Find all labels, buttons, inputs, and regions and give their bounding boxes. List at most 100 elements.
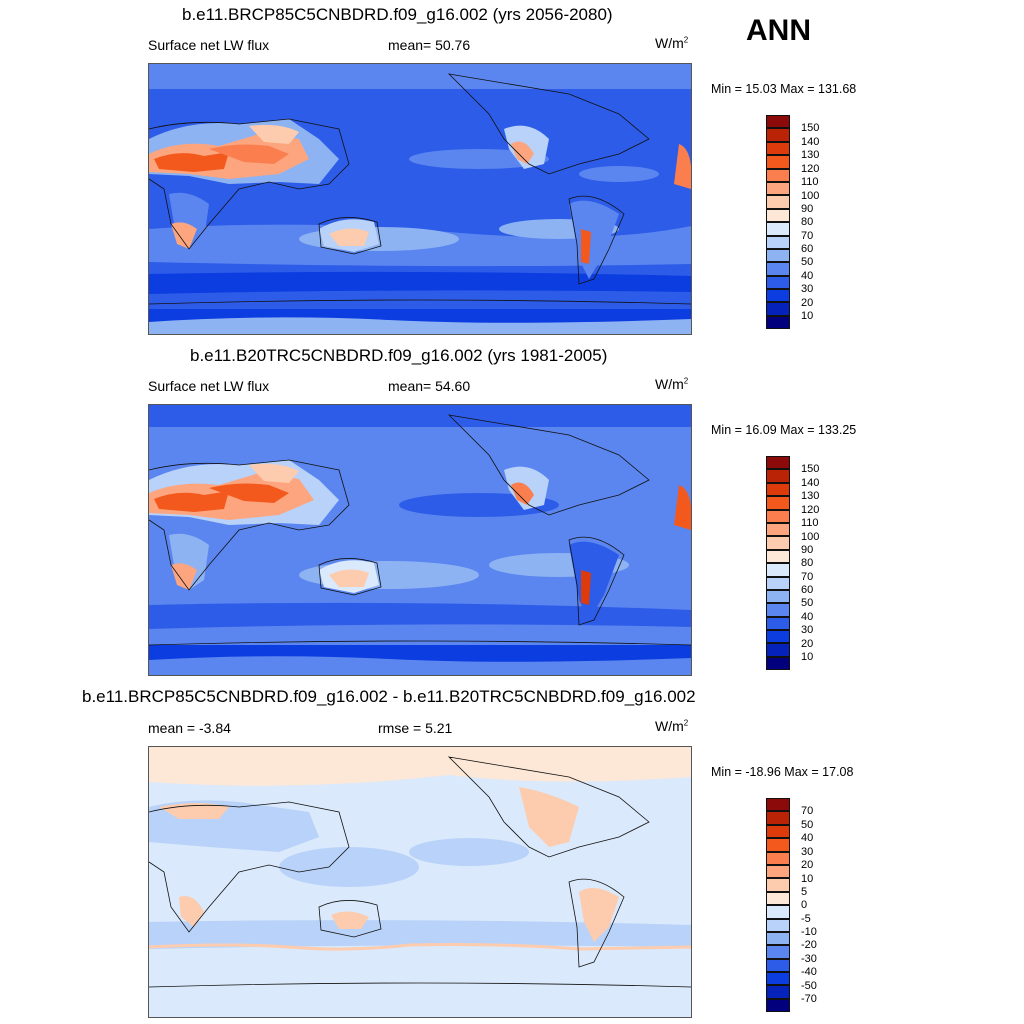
colorbar-label: 20 bbox=[801, 859, 814, 871]
colorbar-label: 30 bbox=[801, 283, 814, 295]
colorbar-swatch bbox=[766, 891, 790, 906]
colorbar-swatch bbox=[766, 603, 790, 617]
panel-3-rmse: rmse = 5.21 bbox=[378, 720, 453, 736]
colorbar-swatch bbox=[766, 630, 790, 644]
colorbar-label: 150 bbox=[801, 122, 820, 134]
colorbar-label: 50 bbox=[801, 819, 814, 831]
colorbar-swatch bbox=[766, 536, 790, 550]
colorbar-swatch bbox=[766, 985, 790, 999]
colorbar-label: 40 bbox=[801, 611, 814, 623]
colorbar-label: 20 bbox=[801, 638, 814, 650]
colorbar-swatch bbox=[766, 482, 790, 497]
colorbar-swatch bbox=[766, 248, 790, 263]
panel-3-map bbox=[148, 746, 692, 1018]
colorbar-label: 130 bbox=[801, 490, 820, 502]
colorbar-label: 80 bbox=[801, 216, 814, 228]
colorbar-label: 20 bbox=[801, 297, 814, 309]
colorbar-label: 90 bbox=[801, 544, 814, 556]
panel-1-units: W/m2 bbox=[655, 35, 689, 51]
colorbar-swatch bbox=[766, 811, 790, 825]
colorbar-label: -10 bbox=[801, 926, 817, 938]
colorbar-label: -20 bbox=[801, 939, 817, 951]
colorbar-swatch bbox=[766, 851, 790, 865]
colorbar-label: 10 bbox=[801, 873, 814, 885]
colorbar-label: 50 bbox=[801, 256, 814, 268]
colorbar-swatch bbox=[766, 616, 790, 631]
colorbar-label: 60 bbox=[801, 243, 814, 255]
colorbar-swatch bbox=[766, 576, 790, 590]
colorbar-label: -5 bbox=[801, 913, 811, 925]
colorbar-swatch bbox=[766, 656, 790, 671]
colorbar-label: 40 bbox=[801, 270, 814, 282]
colorbar-label: 110 bbox=[801, 517, 819, 529]
panel-3-minmax: Min = -18.96 Max = 17.08 bbox=[711, 765, 854, 779]
colorbar-label: 10 bbox=[801, 310, 814, 322]
colorbar-label: 70 bbox=[801, 805, 814, 817]
colorbar-swatch bbox=[766, 509, 790, 523]
colorbar-swatch bbox=[766, 958, 790, 973]
colorbar-swatch bbox=[766, 235, 790, 249]
colorbar-swatch bbox=[766, 864, 790, 879]
colorbar-swatch bbox=[766, 181, 790, 196]
colorbar-label: 30 bbox=[801, 846, 814, 858]
colorbar-swatch bbox=[766, 549, 790, 564]
colorbar-label: 60 bbox=[801, 584, 814, 596]
colorbar-swatch bbox=[766, 643, 790, 657]
panel-3-colorbar bbox=[766, 798, 790, 1013]
colorbar-swatch bbox=[766, 302, 790, 316]
colorbar-swatch bbox=[766, 931, 790, 946]
colorbar-swatch bbox=[766, 128, 790, 142]
colorbar-swatch bbox=[766, 522, 790, 537]
colorbar-swatch bbox=[766, 838, 790, 852]
colorbar-swatch bbox=[766, 275, 790, 290]
panel-1-mean: mean= 50.76 bbox=[388, 37, 471, 53]
colorbar-swatch bbox=[766, 456, 790, 470]
colorbar-swatch bbox=[766, 155, 790, 169]
colorbar-label: -50 bbox=[801, 980, 817, 992]
colorbar-label: 130 bbox=[801, 149, 820, 161]
colorbar-label: 90 bbox=[801, 203, 814, 215]
colorbar-swatch bbox=[766, 141, 790, 156]
colorbar-swatch bbox=[766, 168, 790, 182]
colorbar-label: 70 bbox=[801, 571, 814, 583]
colorbar-swatch bbox=[766, 878, 790, 892]
season-label: ANN bbox=[746, 14, 811, 47]
colorbar-label: 120 bbox=[801, 163, 820, 175]
colorbar-label: 110 bbox=[801, 176, 819, 188]
panel-2-mean: mean= 54.60 bbox=[388, 378, 471, 394]
colorbar-swatch bbox=[766, 496, 790, 510]
panel-2-title: b.e11.B20TRC5CNBDRD.f09_g16.002 (yrs 198… bbox=[190, 346, 608, 365]
colorbar-label: 120 bbox=[801, 504, 820, 516]
colorbar-label: 70 bbox=[801, 230, 814, 242]
colorbar-swatch bbox=[766, 918, 790, 932]
colorbar-label: -70 bbox=[801, 993, 817, 1005]
colorbar-swatch bbox=[766, 115, 790, 129]
colorbar-swatch bbox=[766, 262, 790, 276]
colorbar-label: -40 bbox=[801, 966, 817, 978]
colorbar-swatch bbox=[766, 208, 790, 223]
colorbar-swatch bbox=[766, 469, 790, 483]
colorbar-label: -30 bbox=[801, 953, 817, 965]
panel-3-units: W/m2 bbox=[655, 718, 689, 734]
colorbar-label: 100 bbox=[801, 531, 820, 543]
colorbar-swatch bbox=[766, 798, 790, 812]
colorbar-swatch bbox=[766, 905, 790, 919]
panel-1-variable: Surface net LW flux bbox=[148, 37, 270, 53]
colorbar-swatch bbox=[766, 222, 790, 236]
panel-1-title: b.e11.BRCP85C5CNBDRD.f09_g16.002 (yrs 20… bbox=[182, 5, 613, 24]
colorbar-swatch bbox=[766, 972, 790, 986]
panel-2-units: W/m2 bbox=[655, 376, 689, 392]
colorbar-label: 140 bbox=[801, 477, 820, 489]
colorbar-swatch bbox=[766, 563, 790, 577]
panel-2-minmax: Min = 16.09 Max = 133.25 bbox=[711, 423, 857, 437]
panel-1-minmax: Min = 15.03 Max = 131.68 bbox=[711, 82, 857, 96]
colorbar-swatch bbox=[766, 998, 790, 1013]
colorbar-label: 5 bbox=[801, 886, 808, 898]
panel-2-colorbar bbox=[766, 456, 790, 671]
colorbar-label: 140 bbox=[801, 136, 820, 148]
colorbar-label: 80 bbox=[801, 557, 814, 569]
panel-1-colorbar bbox=[766, 115, 790, 330]
colorbar-label: 150 bbox=[801, 463, 820, 475]
colorbar-label: 0 bbox=[801, 899, 808, 911]
panel-2-variable: Surface net LW flux bbox=[148, 378, 270, 394]
